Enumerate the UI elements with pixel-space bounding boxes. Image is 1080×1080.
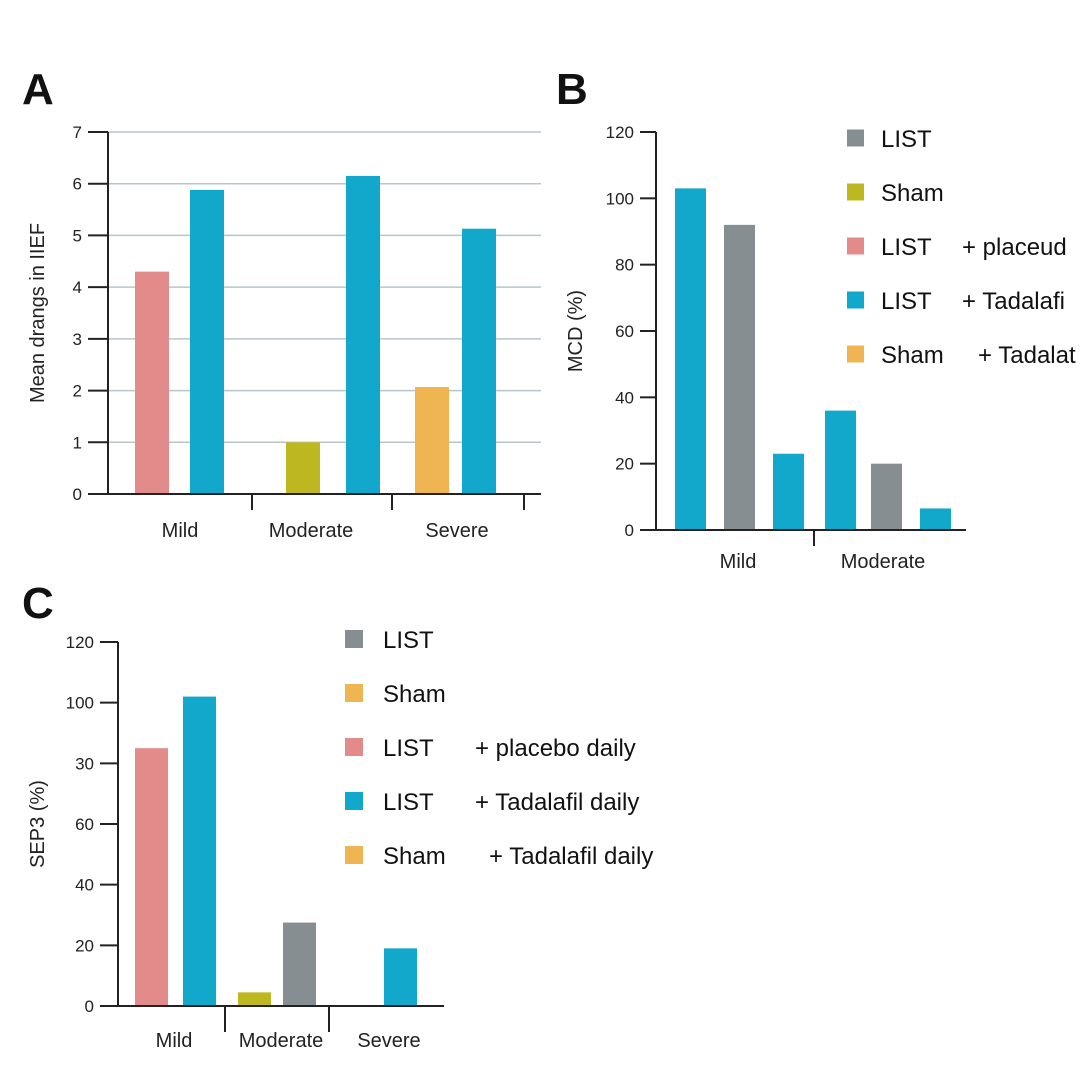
y-tick-label: 0 [625,521,634,540]
legend-item: Sham + Tadalafil daily [345,843,653,870]
legend-label: Sham [881,180,944,207]
legend-swatch [345,738,363,756]
y-tick-label: 40 [75,876,94,895]
panel-a: A Mean drangs in IIEF 0 1 2 3 4 5 6 7 Mild Modera… [22,65,541,542]
bar-severe-4 [384,948,417,1006]
legend-suffix: + placebo daily [475,735,636,762]
y-tick-label: 2 [73,382,82,401]
panel-a-y-axis-title: Mean drangs in IIEF [27,223,49,403]
y-tick-label: 30 [75,754,94,773]
legend-label: Sham [881,342,944,369]
panel-c: C SEP3 (%) 0 20 40 60 30 100 120 Mild Moderate Se… [22,579,653,1052]
y-tick-label: 1 [73,433,82,452]
category-label: Moderate [239,1030,324,1052]
legend-label: LIST [881,126,932,153]
bar-moderate-3 [346,175,380,494]
legend-swatch [847,183,864,201]
bar-mild-1 [190,189,224,495]
panel-c-y-axis-title: SEP3 (%) [27,780,49,868]
y-tick-label: 6 [73,175,82,194]
panel-b-letter: B [556,65,588,114]
legend-label: LIST [383,735,434,762]
legend-swatch [847,129,864,147]
category-label: Severe [425,520,488,542]
legend-item: Sham + Tadalat [847,342,1076,369]
bar-mild-2 [773,453,804,530]
y-tick-label: 120 [66,633,94,652]
bar-severe-4 [415,386,449,494]
legend-label: Sham [383,681,446,708]
bar-moderate-3 [825,410,856,530]
legend-swatch [847,237,864,255]
category-label: Severe [357,1030,420,1052]
bar-mild-1 [183,696,216,1006]
category-label: Mild [162,520,199,542]
panel-a-letter: A [22,65,54,114]
y-tick-label: 4 [73,278,82,297]
legend-item: Sham [345,681,446,708]
y-tick-label: 20 [75,936,94,955]
bar-moderate-5 [920,508,951,530]
legend-item: LIST [345,627,434,654]
bar-mild-1 [724,224,755,530]
y-tick-label: 100 [66,694,94,713]
bar-moderate-4 [871,463,902,530]
legend-item: Sham [847,180,944,207]
legend-item: LIST + Tadalafil daily [345,789,639,816]
legend-suffix: + Tadalafil daily [489,843,653,870]
legend-label: LIST [383,789,434,816]
legend-suffix: + placeud [962,234,1067,261]
y-tick-label: 3 [73,330,82,349]
legend-item: LIST + placebo daily [345,735,636,762]
category-label: Moderate [269,520,354,542]
panel-b: B MCD (%) 0 20 40 60 80 100 120 Mild Moderate LIS… [556,65,1076,573]
bar-mild-0 [135,271,169,494]
category-label: Mild [720,551,757,573]
legend-swatch [345,630,363,648]
y-tick-label: 60 [615,322,634,341]
legend-item: LIST [847,126,932,153]
panel-c-letter: C [22,579,54,628]
y-tick-label: 120 [606,123,634,142]
legend-label: LIST [383,627,434,654]
y-tick-label: 7 [73,123,82,142]
y-tick-label: 0 [73,485,82,504]
legend-item: LIST + placeud [847,234,1067,261]
legend-suffix: + Tadalafil daily [475,789,639,816]
panel-b-y-axis-title: MCD (%) [565,290,587,372]
bar-mild-0 [135,748,168,1006]
y-tick-label: 0 [85,997,94,1016]
y-tick-label: 80 [615,256,634,275]
legend-label: LIST [881,234,932,261]
legend-suffix: + Tadalat [978,342,1076,369]
legend-swatch [345,792,363,810]
bar-moderate-2 [238,992,271,1006]
bar-moderate-3 [283,922,316,1006]
legend-label: Sham [383,843,446,870]
bar-severe-5 [462,228,496,494]
legend-label: LIST [881,288,932,315]
bar-mild-0 [675,188,706,530]
legend-suffix: + Tadalafi [962,288,1065,315]
legend: LIST Sham LIST + placebo daily LIST + Tadalaf… [345,627,653,870]
y-tick-label: 20 [615,455,634,474]
legend-swatch [847,291,864,309]
y-tick-label: 60 [75,815,94,834]
legend: LIST Sham LIST + placeud LIST + Tadalafi Sham +… [847,126,1076,369]
legend-swatch [847,345,864,363]
y-tick-label: 5 [73,226,82,245]
legend-item: LIST + Tadalafi [847,288,1065,315]
legend-swatch [345,684,363,702]
bar-moderate-2 [286,442,320,494]
y-tick-label: 100 [606,189,634,208]
category-label: Moderate [841,551,926,573]
legend-swatch [345,846,363,864]
y-tick-label: 40 [615,388,634,407]
category-label: Mild [156,1030,193,1052]
